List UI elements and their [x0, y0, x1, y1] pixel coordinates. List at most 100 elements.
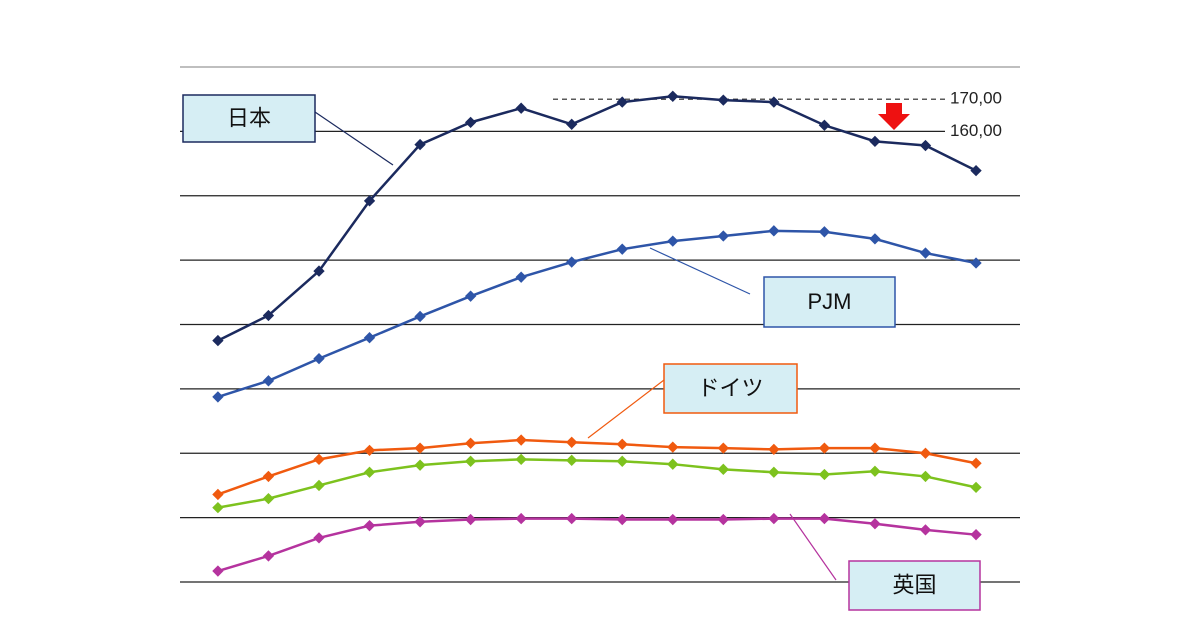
series-label: PJM	[808, 289, 852, 314]
reference-label: 160,00	[950, 121, 1002, 140]
leader-line	[789, 513, 837, 581]
data-point	[212, 334, 224, 347]
data-point	[667, 441, 679, 453]
data-point	[313, 352, 325, 365]
data-point	[869, 442, 881, 454]
data-point	[464, 437, 477, 449]
data-point	[768, 443, 780, 456]
data-point	[667, 513, 679, 526]
data-point	[768, 466, 780, 478]
data-point	[414, 459, 426, 471]
label-box	[663, 363, 798, 414]
data-point	[566, 512, 578, 525]
data-point	[970, 481, 982, 494]
label-box	[848, 560, 981, 611]
data-point	[616, 438, 628, 450]
data-point	[616, 243, 628, 255]
data-point	[262, 309, 275, 322]
data-point	[919, 447, 932, 459]
data-point	[262, 550, 275, 562]
data-point	[566, 118, 578, 130]
data-point	[818, 119, 831, 131]
data-point	[566, 256, 578, 268]
leader-line	[649, 247, 751, 295]
data-point	[566, 454, 578, 466]
data-point	[717, 442, 729, 454]
data-point	[667, 235, 679, 247]
data-point	[818, 226, 831, 238]
data-point	[262, 375, 275, 387]
data-point	[313, 532, 325, 544]
data-point	[313, 479, 325, 492]
label-box	[182, 94, 316, 143]
data-point	[212, 391, 224, 403]
data-point	[212, 501, 224, 514]
data-point	[616, 513, 628, 526]
data-point	[970, 164, 982, 177]
data-point	[313, 265, 325, 277]
leader-line	[587, 379, 665, 439]
data-point	[212, 488, 224, 501]
series-label: 英国	[892, 572, 936, 597]
down-arrow	[878, 103, 910, 130]
data-point	[515, 271, 527, 283]
data-point	[818, 468, 831, 481]
data-point	[363, 195, 376, 207]
data-point	[515, 512, 527, 525]
data-point	[363, 444, 376, 457]
data-point	[768, 512, 780, 525]
data-point	[515, 434, 527, 446]
leader-line	[314, 111, 394, 166]
data-point	[717, 513, 729, 526]
data-point	[919, 524, 932, 536]
data-point	[363, 520, 376, 532]
data-point	[970, 457, 982, 469]
data-point	[363, 466, 376, 478]
series-line	[217, 95, 977, 342]
data-point	[768, 96, 780, 108]
data-point	[717, 94, 729, 106]
data-point	[212, 565, 224, 577]
data-point	[717, 463, 729, 476]
data-point	[818, 442, 831, 454]
data-point	[818, 512, 831, 525]
data-point	[414, 442, 426, 454]
data-point	[464, 455, 477, 467]
data-point	[464, 513, 477, 526]
data-point	[363, 332, 376, 344]
data-point	[970, 529, 982, 541]
data-point	[313, 453, 325, 466]
data-point	[768, 225, 780, 237]
series-line	[217, 229, 977, 399]
data-point	[667, 90, 679, 102]
series-label: 日本	[227, 105, 271, 130]
reference-label: 170,00	[950, 89, 1002, 108]
data-point	[616, 96, 628, 108]
data-point	[515, 453, 527, 466]
data-point	[869, 518, 881, 530]
label-box	[763, 276, 896, 328]
data-point	[515, 102, 527, 114]
data-point	[919, 470, 932, 483]
data-point	[464, 290, 477, 302]
data-point	[262, 492, 275, 505]
data-point	[970, 257, 982, 269]
data-point	[717, 230, 729, 242]
data-point	[616, 455, 628, 467]
series-line	[217, 438, 977, 496]
data-point	[414, 138, 426, 151]
data-point	[869, 465, 881, 477]
data-point	[869, 233, 881, 245]
data-point	[919, 247, 932, 259]
data-point	[667, 458, 679, 470]
data-point	[414, 310, 426, 323]
series-line	[217, 458, 977, 509]
data-point	[919, 139, 932, 152]
data-point	[414, 516, 426, 528]
data-point	[869, 135, 881, 148]
series-label: ドイツ	[697, 375, 763, 400]
data-point	[262, 470, 275, 483]
data-point	[464, 116, 477, 129]
series-line	[217, 517, 977, 573]
